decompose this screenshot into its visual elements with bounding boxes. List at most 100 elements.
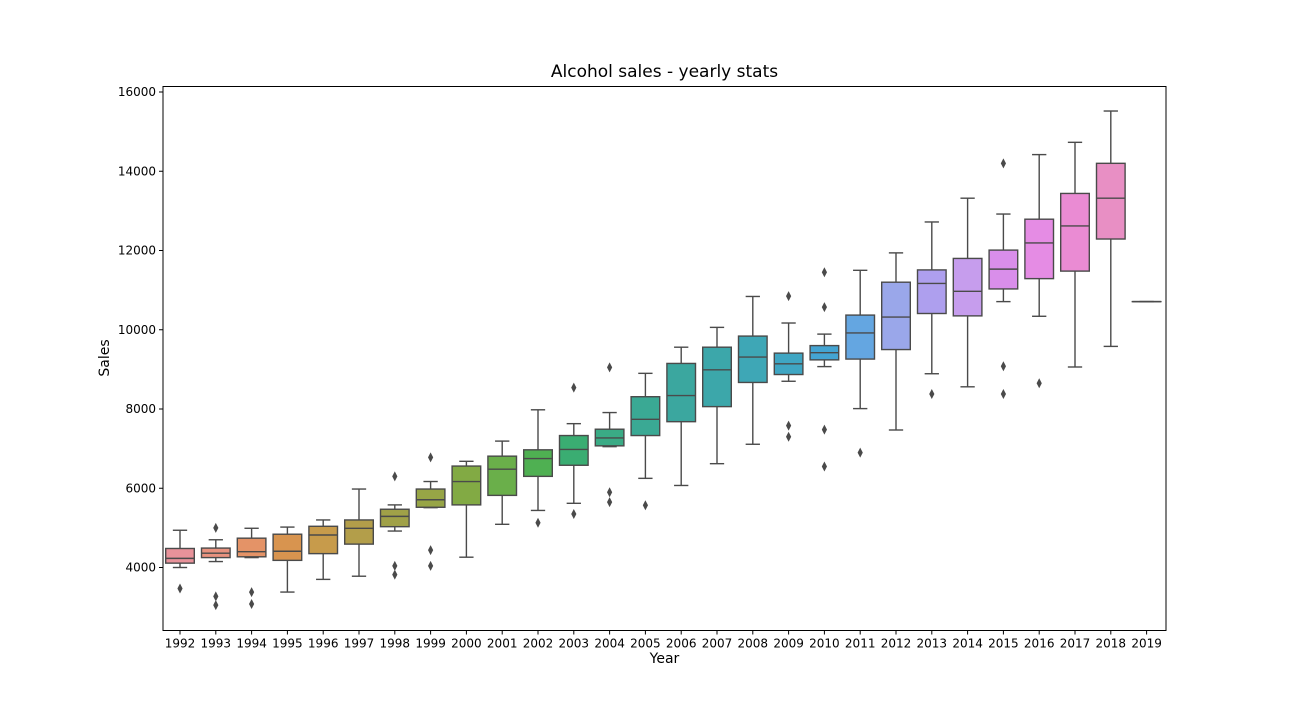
x-tick-label: 2018 bbox=[1096, 637, 1127, 651]
box-iqr bbox=[558, 434, 589, 466]
box-1994 bbox=[236, 527, 267, 609]
x-tick-label: 2006 bbox=[666, 637, 697, 651]
box-iqr bbox=[952, 257, 983, 317]
box-1992 bbox=[164, 529, 195, 594]
box-iqr bbox=[702, 346, 733, 408]
outlier-point bbox=[821, 461, 827, 472]
box-2012 bbox=[881, 252, 912, 431]
y-axis: 4000 6000 8000 10000 12000 14000 16000 bbox=[118, 85, 163, 575]
outlier-point bbox=[571, 509, 577, 520]
box-iqr bbox=[881, 281, 912, 351]
x-tick-label: 2004 bbox=[594, 637, 625, 651]
plot-frame bbox=[162, 86, 1167, 631]
outlier-point bbox=[428, 560, 434, 571]
box-iqr bbox=[523, 449, 554, 478]
box-2014 bbox=[952, 197, 983, 388]
box-iqr bbox=[1095, 162, 1126, 240]
x-tick-label: 2010 bbox=[809, 637, 840, 651]
x-tick-label: 2012 bbox=[881, 637, 912, 651]
box-iqr bbox=[415, 488, 446, 508]
x-tick-label: 2017 bbox=[1060, 637, 1091, 651]
box-2007 bbox=[702, 326, 733, 465]
x-tick-label: 2003 bbox=[559, 637, 590, 651]
box-iqr bbox=[1024, 218, 1055, 280]
box-2002 bbox=[523, 409, 554, 528]
outlier-point bbox=[1000, 388, 1006, 399]
x-tick-label: 1996 bbox=[308, 637, 339, 651]
outlier-point bbox=[249, 598, 255, 609]
box-1996 bbox=[308, 519, 339, 581]
box-iqr bbox=[379, 508, 410, 528]
x-tick-label: 2002 bbox=[523, 637, 554, 651]
x-tick-label: 2015 bbox=[988, 637, 1019, 651]
box-2009 bbox=[773, 291, 804, 442]
x-tick-label: 1994 bbox=[236, 637, 267, 651]
box-2013 bbox=[916, 221, 947, 399]
x-tick-label: 2019 bbox=[1131, 637, 1162, 651]
box-2015 bbox=[988, 158, 1019, 399]
outlier-point bbox=[642, 500, 648, 511]
x-axis: 1992 1993 1994 1995 1996 1997 1998 1999 2000 2001… bbox=[165, 630, 1162, 651]
box-iqr bbox=[1059, 192, 1090, 272]
x-tick-label: 2013 bbox=[917, 637, 948, 651]
box-iqr bbox=[451, 465, 482, 506]
outlier-point bbox=[177, 583, 183, 594]
x-tick-label: 1997 bbox=[344, 637, 375, 651]
box-1997 bbox=[344, 488, 375, 577]
outlier-point bbox=[786, 431, 792, 442]
outlier-point bbox=[821, 424, 827, 435]
box-2001 bbox=[487, 440, 518, 526]
outlier-point bbox=[428, 452, 434, 463]
outlier-point bbox=[786, 420, 792, 431]
box-2016 bbox=[1024, 153, 1055, 389]
y-tick-label: 12000 bbox=[118, 244, 156, 258]
box-2000 bbox=[451, 460, 482, 558]
x-tick-label: 2011 bbox=[845, 637, 876, 651]
outlier-point bbox=[607, 487, 613, 498]
box-2010 bbox=[809, 267, 840, 472]
outlier-point bbox=[786, 291, 792, 302]
box-1998 bbox=[379, 471, 410, 580]
box-2018 bbox=[1095, 110, 1126, 348]
x-axis-label: Year bbox=[649, 651, 680, 667]
y-tick-label: 16000 bbox=[118, 85, 156, 99]
x-tick-label: 1993 bbox=[201, 637, 232, 651]
box-iqr bbox=[630, 396, 661, 437]
outlier-point bbox=[821, 267, 827, 278]
y-axis-label: Sales bbox=[97, 339, 113, 377]
outlier-point bbox=[571, 382, 577, 393]
box-2008 bbox=[737, 295, 768, 445]
outlier-point bbox=[607, 362, 613, 373]
box-2005 bbox=[630, 372, 661, 511]
outlier-point bbox=[213, 591, 219, 602]
x-tick-label: 2009 bbox=[773, 637, 804, 651]
outlier-point bbox=[392, 560, 398, 571]
outlier-point bbox=[535, 517, 541, 528]
x-tick-label: 2000 bbox=[451, 637, 482, 651]
outlier-point bbox=[821, 302, 827, 313]
box-2006 bbox=[666, 346, 697, 487]
y-tick-label: 4000 bbox=[125, 561, 156, 575]
x-tick-label: 1992 bbox=[165, 637, 196, 651]
x-tick-label: 2014 bbox=[952, 637, 983, 651]
outlier-point bbox=[249, 587, 255, 598]
y-tick-label: 8000 bbox=[125, 402, 156, 416]
box-iqr bbox=[308, 525, 339, 555]
x-tick-label: 2005 bbox=[630, 637, 661, 651]
box-2017 bbox=[1059, 141, 1090, 368]
box-2011 bbox=[845, 269, 876, 458]
outlier-point bbox=[213, 522, 219, 533]
outlier-point bbox=[1000, 361, 1006, 372]
y-tick-label: 6000 bbox=[125, 481, 156, 495]
outlier-point bbox=[428, 545, 434, 556]
box-iqr bbox=[916, 269, 947, 315]
box-iqr bbox=[236, 537, 267, 558]
outlier-point bbox=[857, 447, 863, 458]
chart-title: Alcohol sales - yearly stats bbox=[550, 62, 779, 82]
outlier-point bbox=[1036, 378, 1042, 389]
outlier-point bbox=[607, 497, 613, 508]
x-tick-label: 1999 bbox=[415, 637, 446, 651]
box-2003 bbox=[558, 382, 589, 520]
box-iqr bbox=[845, 314, 876, 360]
box-iqr bbox=[164, 547, 195, 564]
